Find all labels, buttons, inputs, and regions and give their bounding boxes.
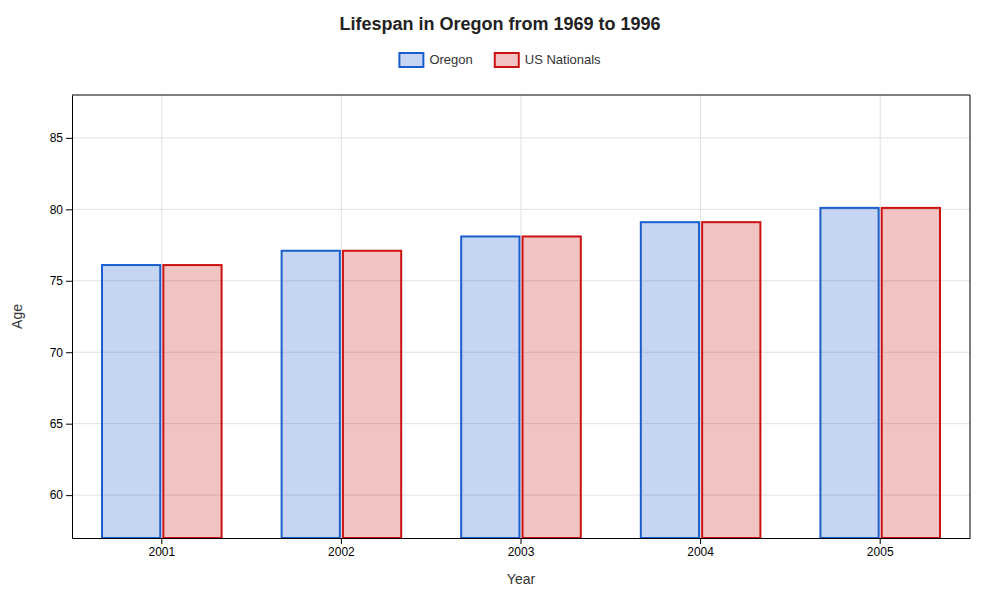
- tick-mark: [880, 538, 881, 544]
- y-axis: 60 65 70 75 80 85: [50, 96, 73, 539]
- tick-label: 2005: [867, 545, 894, 559]
- bar: [882, 208, 940, 538]
- tick-label: 2002: [328, 545, 355, 559]
- y-axis-title: Age: [9, 304, 25, 329]
- tick: 2003: [508, 538, 535, 559]
- bar: [641, 222, 699, 538]
- tick: 65: [50, 417, 72, 431]
- frame-line: [970, 95, 971, 538]
- bar: [702, 222, 760, 538]
- bar: [102, 265, 160, 538]
- tick-mark: [700, 538, 701, 544]
- tick-label: 2001: [148, 545, 175, 559]
- bar: [461, 236, 519, 538]
- tick-label: 2004: [687, 545, 714, 559]
- bar: [523, 236, 581, 538]
- legend-swatch: [399, 53, 423, 67]
- x-axis-title: Year: [507, 571, 536, 587]
- tick: 2001: [148, 538, 175, 559]
- tick-mark: [341, 538, 342, 544]
- legend-label: US Nationals: [525, 52, 601, 67]
- grid-line: [880, 95, 881, 538]
- grid-line: [700, 95, 701, 538]
- grid-line: [161, 95, 162, 538]
- tick-label: 2003: [508, 545, 535, 559]
- tick-label: 70: [50, 346, 64, 360]
- axis-line: [72, 96, 73, 539]
- chart-svg: 60 65 70 75 80 85 2001 2002 2003 2004 2005 Year Age L…: [0, 0, 1000, 600]
- bar-series: [102, 208, 879, 538]
- tick-label: 80: [50, 203, 64, 217]
- plot-area: 60 65 70 75 80 85 2001 2002 2003 2004 2005: [50, 95, 971, 559]
- tick: 2004: [687, 538, 714, 559]
- bar: [282, 251, 340, 538]
- tick: 2002: [328, 538, 355, 559]
- bar: [163, 265, 221, 538]
- tick: 60: [50, 488, 72, 502]
- chart-container: 60 65 70 75 80 85 2001 2002 2003 2004 2005 Year Age L…: [0, 0, 1000, 600]
- bars: [102, 208, 940, 538]
- tick: 2005: [867, 538, 894, 559]
- bar: [820, 208, 878, 538]
- tick-mark: [161, 538, 162, 544]
- legend: Oregon US Nationals: [399, 52, 601, 67]
- tick-mark: [66, 495, 72, 496]
- tick: 70: [50, 346, 72, 360]
- tick-label: 60: [50, 488, 64, 502]
- tick-label: 85: [50, 131, 64, 145]
- tick-mark: [66, 424, 72, 425]
- tick-mark: [66, 138, 72, 139]
- tick: 75: [50, 274, 72, 288]
- legend-swatch: [495, 53, 519, 67]
- tick-label: 75: [50, 274, 64, 288]
- frame-line: [72, 95, 970, 96]
- tick-mark: [66, 281, 72, 282]
- chart-title: Lifespan in Oregon from 1969 to 1996: [339, 14, 660, 34]
- tick-mark: [521, 538, 522, 544]
- x-axis: 2001 2002 2003 2004 2005: [73, 538, 971, 559]
- tick-mark: [66, 209, 72, 210]
- grid-line: [341, 95, 342, 538]
- bar-series: [163, 208, 940, 538]
- bar: [343, 251, 401, 538]
- tick: 85: [50, 131, 72, 145]
- grid-line: [521, 95, 522, 538]
- tick-label: 65: [50, 417, 64, 431]
- tick: 80: [50, 203, 72, 217]
- grid: [72, 95, 970, 538]
- legend-label: Oregon: [429, 52, 472, 67]
- tick-mark: [66, 352, 72, 353]
- legend-item: Oregon: [399, 52, 472, 67]
- legend-item: US Nationals: [495, 52, 601, 67]
